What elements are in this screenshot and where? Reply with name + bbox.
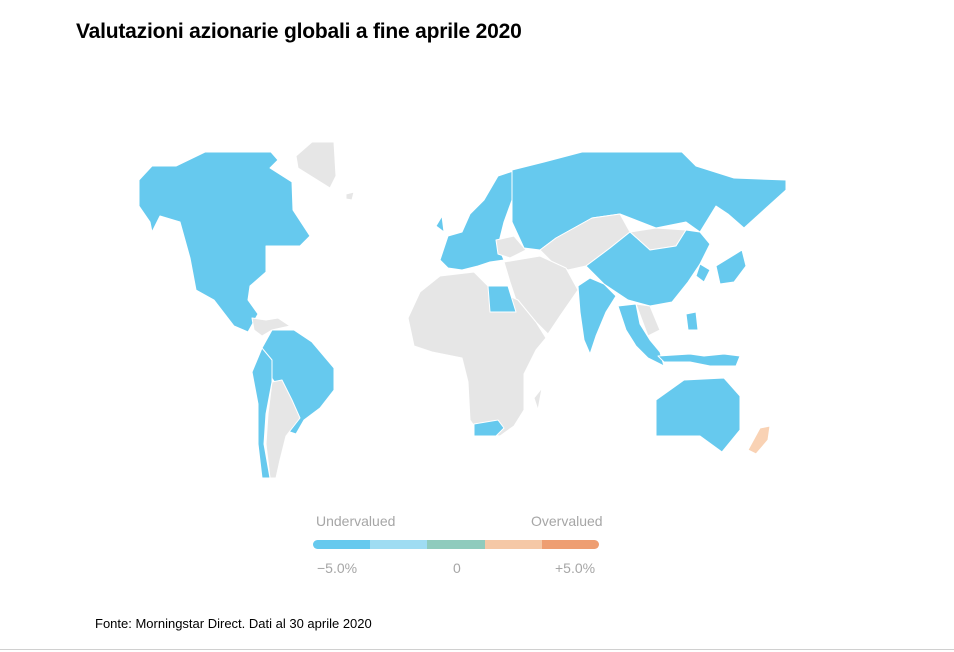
legend-segment [484,540,542,549]
region-north-america [138,151,311,333]
region-middle-east [503,255,579,335]
legend-mid-tick: 0 [453,560,461,576]
legend-segment [370,540,428,549]
region-africa [407,271,547,437]
region-uk [435,215,445,233]
legend-undervalued-label: Undervalued [316,513,396,529]
legend-segment [427,540,485,549]
legend-segment [313,540,371,549]
region-south-america-west-coast [251,347,273,479]
legend-max-tick: +5.0% [555,560,596,576]
page-title: Valutazioni azionarie globali a fine apr… [76,20,522,43]
region-australia [655,377,741,453]
region-korea [695,263,711,283]
region-madagascar [533,387,543,411]
region-philippines [685,311,699,331]
region-indonesia [657,353,741,367]
region-new-zealand [747,425,771,455]
region-south-africa [473,419,505,437]
legend-min-tick: −5.0% [317,560,358,576]
region-greenland [295,141,337,189]
legend-color-scale [313,540,600,549]
region-south-america-south [265,379,301,479]
region-egypt [487,285,517,313]
bottom-divider [0,649,954,650]
legend-segment [541,540,600,549]
source-note: Fonte: Morningstar Direct. Dati al 30 ap… [95,616,372,631]
region-china [585,229,711,307]
region-india [577,277,617,355]
region-japan [715,249,747,285]
region-central-america [251,317,291,337]
region-indochina-grey [635,303,661,337]
legend-overvalued-label: Overvalued [531,513,603,529]
region-balkans-grey [495,235,527,259]
region-iceland [345,191,355,201]
